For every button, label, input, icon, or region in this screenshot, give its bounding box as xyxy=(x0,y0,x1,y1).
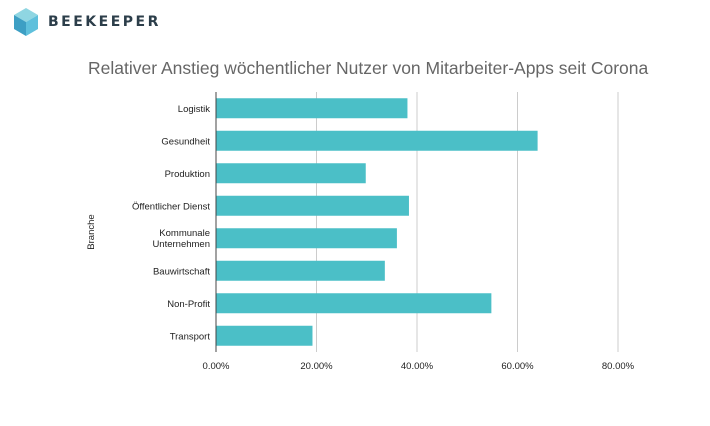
category-label: Kommunale Unternehmen xyxy=(152,228,210,250)
bar xyxy=(216,293,492,314)
bar xyxy=(216,195,409,216)
hexagon-logo-icon xyxy=(14,8,38,36)
category-label: Logistik xyxy=(178,104,210,115)
bar xyxy=(216,228,397,249)
bar xyxy=(216,325,313,346)
x-tick-label: 20.00% xyxy=(300,361,333,372)
bar xyxy=(216,260,385,281)
brand-name: BEEKEEPER xyxy=(48,14,161,30)
x-tick-label: 40.00% xyxy=(401,361,434,372)
category-label: Bauwirtschaft xyxy=(153,266,210,277)
x-tick-label: 60.00% xyxy=(501,361,534,372)
y-axis-title: Branche xyxy=(86,214,97,249)
chart-title: Relativer Anstieg wöchentlicher Nutzer v… xyxy=(88,58,649,78)
category-label: Öffentlicher Dienst xyxy=(132,201,210,212)
category-label: Non-Profit xyxy=(167,299,210,310)
bar xyxy=(216,130,538,151)
category-label: Transport xyxy=(170,331,211,342)
bar xyxy=(216,163,366,184)
category-label: Gesundheit xyxy=(161,136,210,147)
x-tick-label: 80.00% xyxy=(602,361,635,372)
brand-logo: BEEKEEPER xyxy=(12,7,161,37)
bar xyxy=(216,98,408,119)
x-tick-label: 0.00% xyxy=(203,361,230,372)
category-label: Produktion xyxy=(165,169,210,180)
